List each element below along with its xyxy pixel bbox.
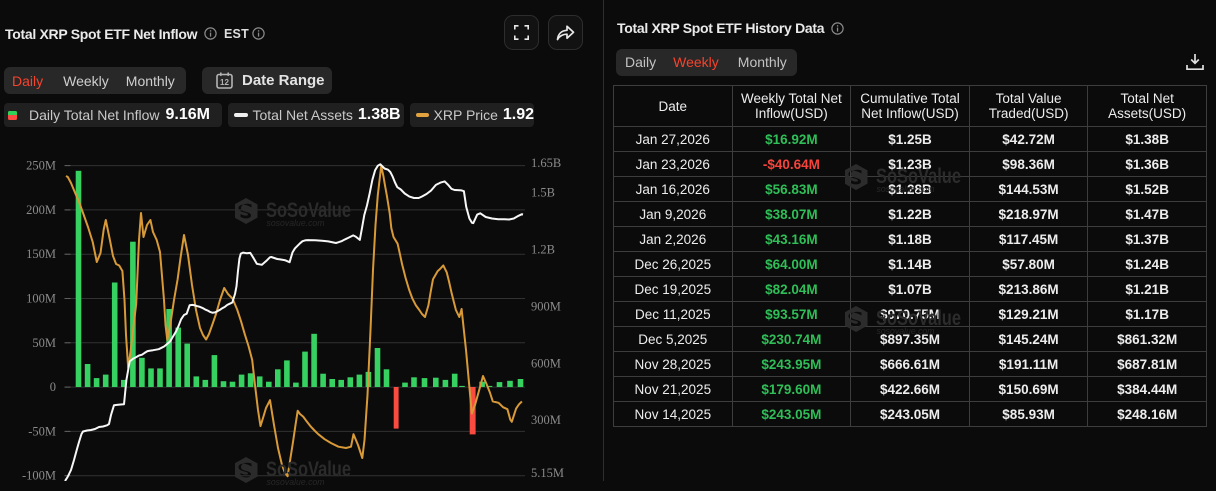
svg-text:600M: 600M — [531, 357, 561, 371]
svg-text:sosovalue.com: sosovalue.com — [877, 326, 935, 337]
svg-text:1.5B: 1.5B — [531, 186, 555, 200]
svg-text:sosovalue.com: sosovalue.com — [877, 184, 935, 195]
svg-text:0: 0 — [50, 380, 56, 394]
svg-text:SoSoValue: SoSoValue — [876, 164, 961, 188]
svg-text:1.65B: 1.65B — [531, 156, 561, 170]
svg-text:1.2B: 1.2B — [531, 243, 555, 257]
svg-text:sosovalue.com: sosovalue.com — [267, 477, 325, 488]
svg-text:200M: 200M — [26, 203, 56, 217]
svg-text:900M: 900M — [531, 300, 561, 314]
svg-text:100M: 100M — [26, 292, 56, 306]
svg-text:150M: 150M — [26, 247, 56, 261]
svg-text:-100M: -100M — [22, 469, 56, 481]
svg-text:sosovalue.com: sosovalue.com — [267, 218, 325, 229]
svg-text:5.15M: 5.15M — [531, 466, 564, 480]
svg-text:SoSoValue: SoSoValue — [266, 457, 351, 481]
svg-text:-50M: -50M — [28, 424, 56, 438]
svg-text:50M: 50M — [32, 336, 56, 350]
svg-text:SoSoValue: SoSoValue — [876, 306, 961, 330]
svg-text:300M: 300M — [531, 413, 561, 427]
svg-text:12: 12 — [220, 78, 229, 87]
svg-text:250M: 250M — [26, 159, 56, 173]
svg-text:SoSoValue: SoSoValue — [266, 198, 351, 222]
